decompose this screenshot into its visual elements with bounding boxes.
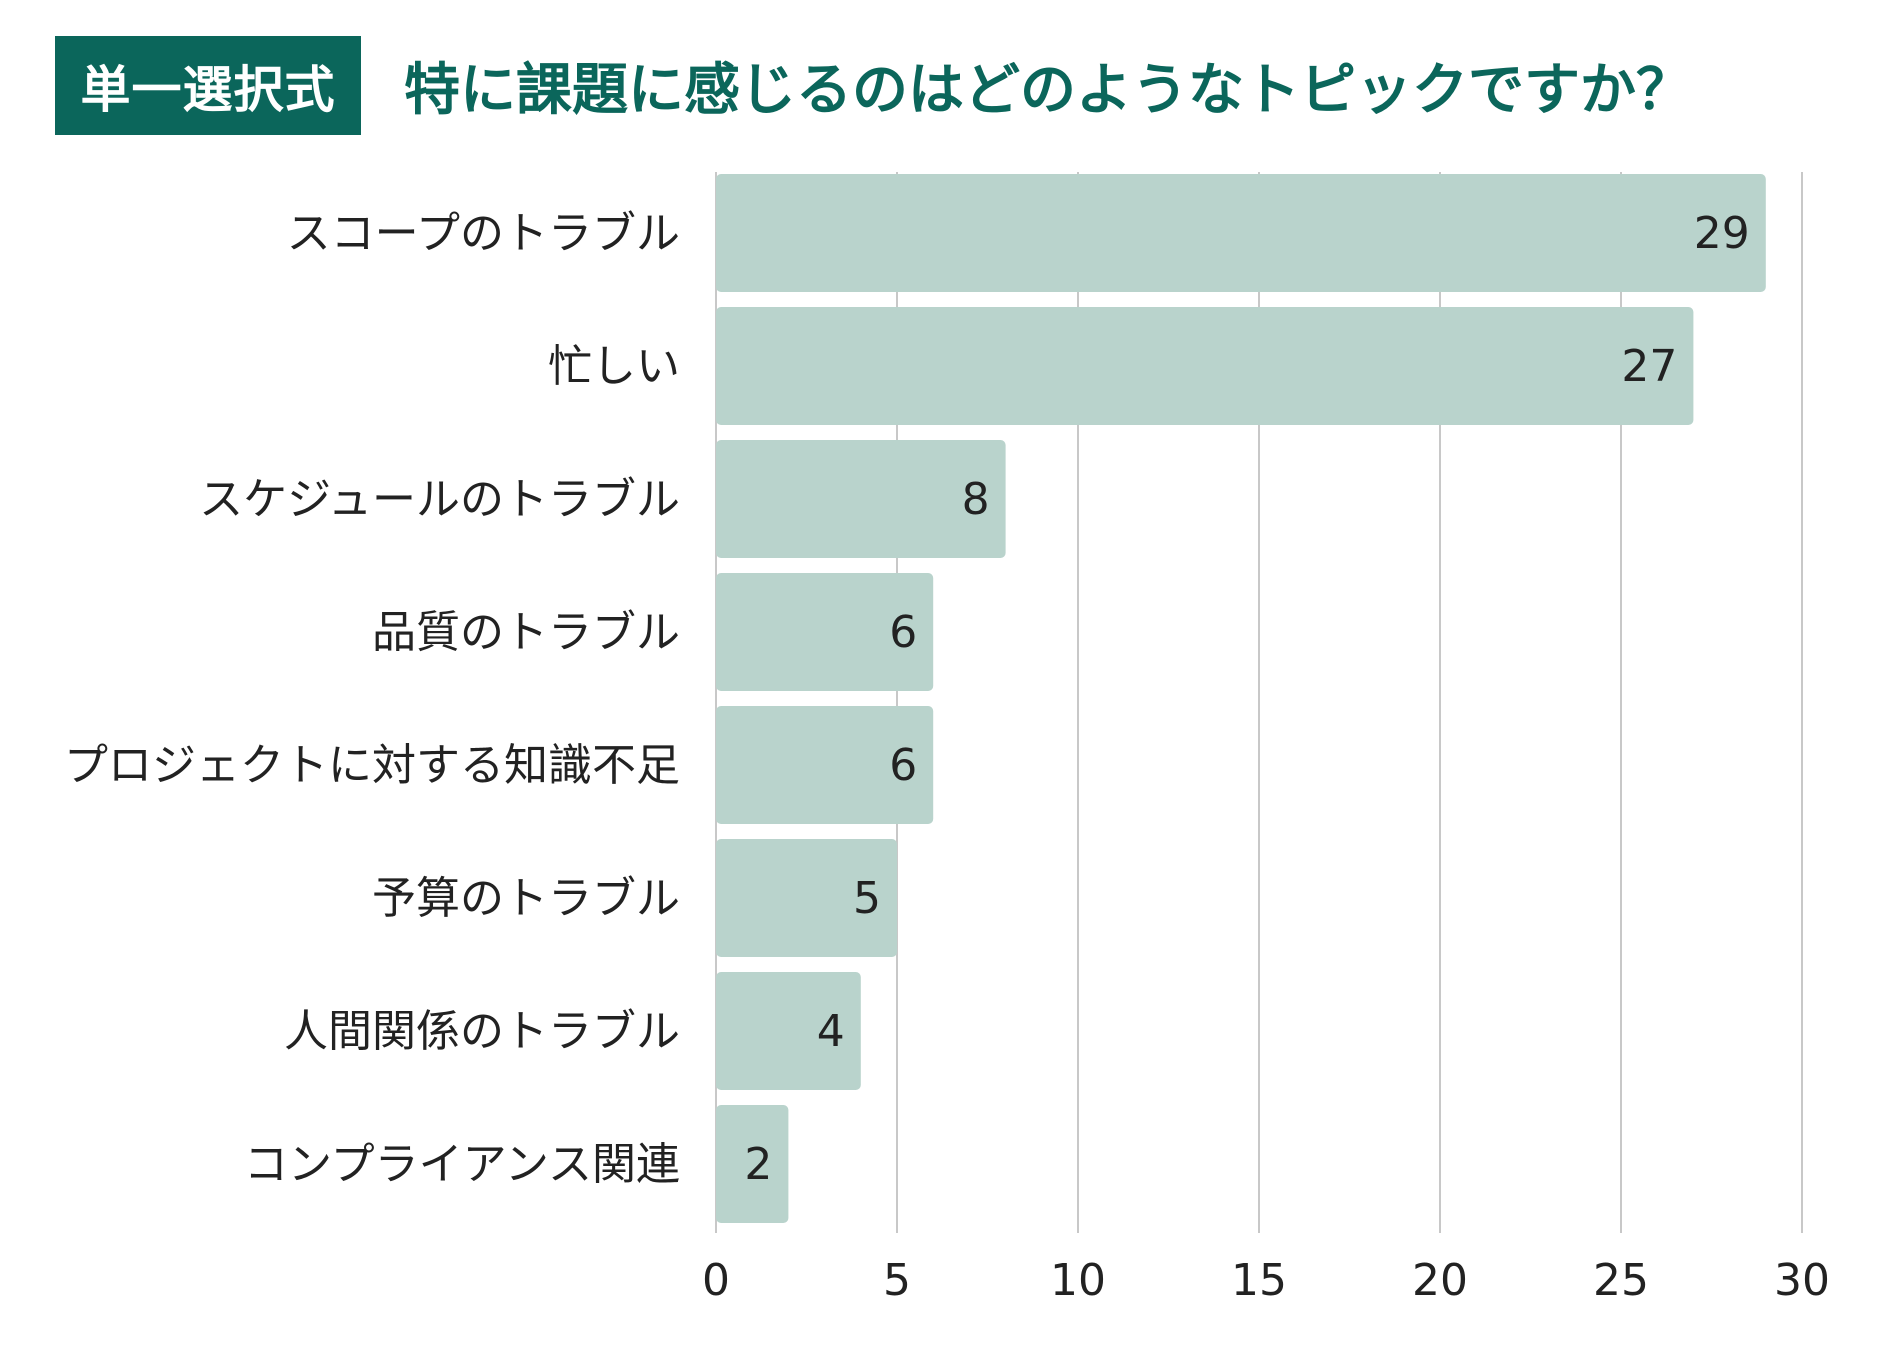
- x-tick-label: 30: [1774, 1255, 1830, 1306]
- bar: [716, 174, 1766, 292]
- x-tick-label: 0: [702, 1255, 730, 1306]
- x-axis-tick-labels: 0 5 10 15 20 25 30: [702, 1255, 1830, 1306]
- bar: [716, 440, 1006, 558]
- bars: [716, 174, 1766, 1223]
- bar: [716, 573, 934, 691]
- value-label: 29: [1694, 208, 1750, 259]
- x-tick-label: 10: [1050, 1255, 1106, 1306]
- x-tick-label: 20: [1412, 1255, 1468, 1306]
- category-label: 予算のトラブル: [372, 873, 680, 924]
- value-label: 2: [744, 1139, 772, 1190]
- x-tick-label: 5: [883, 1255, 911, 1306]
- question-type-badge: 単一選択式: [55, 36, 361, 135]
- value-labels: 29 27 8 6 6 5 4 2: [744, 208, 1749, 1190]
- category-labels: スコープのトラブル忙しいスケジュールのトラブル品質のトラブルプロジェクトに対する…: [64, 208, 680, 1190]
- category-label: コンプライアンス関連: [244, 1139, 680, 1190]
- category-label: 品質のトラブル: [372, 607, 680, 658]
- bar: [716, 972, 861, 1090]
- value-label: 27: [1621, 341, 1677, 392]
- bar: [716, 706, 934, 824]
- bar: [716, 1105, 789, 1223]
- x-tick-label: 15: [1231, 1255, 1287, 1306]
- category-label: 忙しい: [548, 341, 680, 392]
- value-label: 5: [853, 873, 881, 924]
- value-label: 4: [817, 1006, 845, 1057]
- bar: [716, 839, 897, 957]
- value-label: 6: [889, 607, 917, 658]
- category-label: プロジェクトに対する知識不足: [64, 740, 680, 791]
- x-tick-label: 25: [1593, 1255, 1649, 1306]
- category-label: 人間関係のトラブル: [284, 1006, 680, 1057]
- bar: [716, 307, 1694, 425]
- chart-title: 特に課題に感じるのはどのようなトピックですか？: [404, 58, 1692, 123]
- category-label: スケジュールのトラブル: [199, 474, 680, 525]
- category-label: スコープのトラブル: [287, 208, 680, 259]
- value-label: 6: [889, 740, 917, 791]
- value-label: 8: [962, 474, 990, 525]
